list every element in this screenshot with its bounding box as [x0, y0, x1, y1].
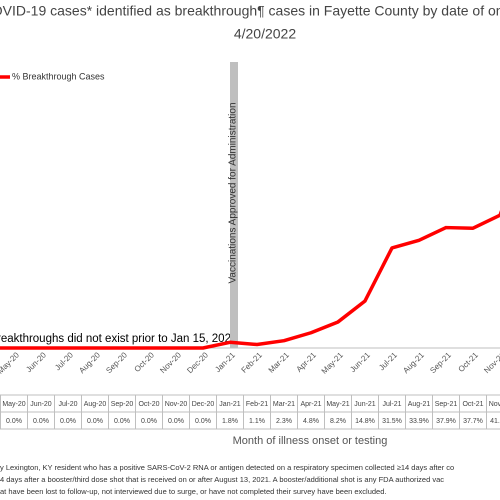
table-header: Nov-21 [489, 401, 500, 408]
data-line [0, 210, 500, 350]
table-value: 0.0% [114, 418, 130, 425]
x-tick-label: Oct-21 [457, 350, 481, 374]
table-value: 1.1% [249, 418, 265, 425]
x-tick-label: Sep-20 [104, 350, 129, 375]
table-header: Mar-21 [273, 401, 295, 408]
table-value: 0.0% [60, 418, 76, 425]
table-value: 2.3% [276, 418, 292, 425]
x-axis-title: Month of illness onset or testing [233, 435, 388, 447]
vertical-marker-label: Vaccinations Approved for Administration [228, 102, 239, 283]
x-tick-label: Jun-20 [24, 350, 48, 374]
table-header: Sep-21 [435, 401, 458, 408]
table-value: 4.8% [303, 418, 319, 425]
table-header: Nov-20 [165, 401, 188, 408]
table-header: Aug-21 [408, 401, 431, 408]
table-value: 0.0% [141, 418, 157, 425]
table-value: 0.0% [6, 418, 22, 425]
table-value: 33.9% [409, 418, 429, 425]
table-value: 41.8% [490, 418, 500, 425]
table-value: 0.0% [168, 418, 184, 425]
footnote: at have been lost to follow-up, not inte… [0, 487, 387, 496]
table-header: Aug-20 [84, 401, 107, 408]
table-value: 0.0% [33, 418, 49, 425]
table-value: 14.8% [355, 418, 375, 425]
x-tick-label: Nov-21 [482, 350, 500, 375]
table-value: 37.7% [463, 418, 483, 425]
x-tick-label: Aug-20 [77, 350, 102, 375]
legend-label: % Breakthrough Cases [12, 71, 105, 81]
footnote: 4 days after a booster/third dose shot t… [0, 475, 444, 484]
footnote: y Lexington, KY resident who has a posit… [0, 463, 454, 472]
x-tick-label: Jun-21 [348, 350, 372, 374]
x-tick-label: May-20 [0, 350, 21, 376]
chart-title: f COVID-19 cases* identified as breakthr… [0, 3, 500, 19]
table-value: 37.9% [436, 418, 456, 425]
x-tick-label: Sep-21 [428, 350, 453, 375]
table-value: 0.0% [87, 418, 103, 425]
table-header: Dec-20 [192, 401, 215, 408]
table-header: May-21 [326, 401, 349, 408]
table-header: Jun-21 [354, 401, 376, 408]
vertical-marker [230, 62, 238, 348]
x-tick-label: Dec-20 [185, 350, 210, 375]
chart-subtitle: 4/20/2022 [234, 26, 296, 42]
table-header: Oct-21 [462, 401, 483, 408]
table-header: May-20 [2, 401, 25, 408]
table-header: Apr-21 [300, 401, 321, 408]
table-header: Sep-20 [111, 401, 134, 408]
annotation: reakthroughs did not exist prior to Jan … [0, 333, 237, 345]
x-tick-label: Apr-21 [295, 350, 319, 374]
x-tick-label: Mar-21 [267, 350, 292, 375]
x-tick-label: Jan-21 [213, 350, 237, 374]
table-value: 1.8% [222, 418, 238, 425]
x-tick-label: Jul-21 [377, 350, 399, 372]
table-header: Feb-21 [246, 401, 268, 408]
table-value: 31.5% [382, 418, 402, 425]
table-header: Jul-21 [382, 401, 401, 408]
x-tick-label: Oct-20 [133, 350, 157, 374]
x-tick-label: May-21 [320, 350, 346, 376]
table-value: 8.2% [330, 418, 346, 425]
x-tick-label: Aug-21 [401, 350, 426, 375]
table-header: Jan-21 [219, 401, 241, 408]
table-header: Oct-20 [138, 401, 159, 408]
table-value: 0.0% [195, 418, 211, 425]
x-tick-label: Jul-20 [53, 350, 75, 372]
x-tick-label: Feb-21 [240, 350, 265, 375]
table-header: Jun-20 [30, 401, 52, 408]
x-tick-label: Nov-20 [158, 350, 183, 375]
table-header: Jul-20 [58, 401, 77, 408]
